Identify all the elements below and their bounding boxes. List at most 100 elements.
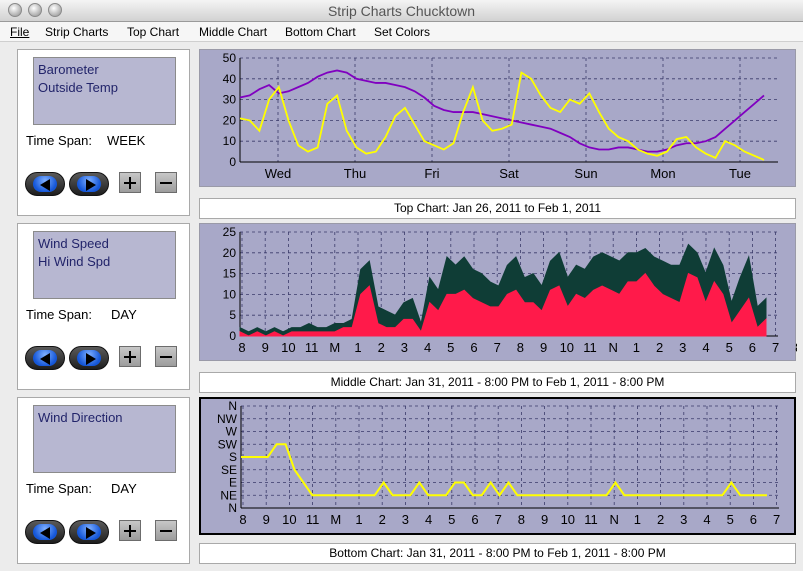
- scroll-forward-button[interactable]: [69, 172, 109, 196]
- x-tick-label: 4: [702, 340, 709, 355]
- series-list[interactable]: Wind Speed Hi Wind Spd: [33, 231, 176, 299]
- x-tick-label: 11: [306, 512, 320, 527]
- y-tick-label: 40: [223, 72, 237, 86]
- y-tick-label: 5: [229, 308, 236, 322]
- minus-icon: [160, 530, 172, 532]
- x-tick-label: 11: [305, 340, 319, 355]
- x-tick-label: 8: [239, 512, 246, 527]
- minimize-window-button[interactable]: [28, 3, 42, 17]
- y-tick-label: SW: [218, 437, 238, 451]
- zoom-out-button[interactable]: [155, 346, 177, 367]
- scroll-back-button[interactable]: [25, 346, 65, 370]
- menu-set-colors[interactable]: Set Colors: [374, 25, 431, 39]
- x-tick-label: Fri: [424, 166, 439, 181]
- x-tick-label: 10: [561, 512, 575, 527]
- y-tick-label: 15: [223, 267, 237, 281]
- close-window-button[interactable]: [8, 3, 22, 17]
- x-tick-label: 10: [281, 340, 295, 355]
- y-tick-label: 0: [229, 329, 236, 343]
- scroll-back-button[interactable]: [25, 172, 65, 196]
- time-span-label: Time Span:: [26, 133, 92, 148]
- arrow-right-icon: [86, 353, 96, 365]
- series-line: [241, 443, 767, 497]
- x-tick-label: 2: [379, 512, 386, 527]
- series-line: [239, 69, 765, 153]
- x-tick-label: 11: [583, 340, 597, 355]
- series-list[interactable]: Wind Direction: [33, 405, 176, 473]
- minus-icon: [160, 356, 172, 358]
- zoom-out-button[interactable]: [155, 520, 177, 541]
- middle-chart-controls: Wind Speed Hi Wind Spd Time Span: DAY: [17, 223, 190, 390]
- plus-icon: [124, 525, 136, 537]
- y-tick-label: NW: [217, 412, 238, 426]
- menu-file[interactable]: File: [10, 25, 30, 39]
- x-tick-label: 9: [540, 340, 547, 355]
- scroll-forward-button[interactable]: [69, 346, 109, 370]
- x-tick-label: 3: [402, 512, 409, 527]
- series-item[interactable]: Wind Direction: [38, 410, 123, 425]
- arrow-left-icon: [40, 179, 50, 191]
- top-chart-plot: 0 10 20 30 40 50 Wed Thu Fri Sat Sun Mon Tue: [223, 51, 778, 181]
- x-tick-label: 5: [448, 512, 455, 527]
- plus-icon: [124, 177, 136, 189]
- y-tick-label: NE: [220, 488, 237, 502]
- x-tick-label: 2: [657, 512, 664, 527]
- x-tick-label: 4: [424, 340, 431, 355]
- x-tick-label: N: [609, 340, 618, 355]
- x-tick-label: N: [610, 512, 619, 527]
- x-tick-label: Mon: [650, 166, 675, 181]
- top-chart-controls: Barometer Outside Temp Time Span: WEEK: [17, 49, 190, 216]
- x-tick-label: 10: [560, 340, 574, 355]
- x-tick-label: Sun: [574, 166, 597, 181]
- y-tick-label: 20: [223, 113, 237, 127]
- window-title: Strip Charts Chucktown: [327, 3, 476, 19]
- top-chart[interactable]: 0 10 20 30 40 50 Wed Thu Fri Sat Sun Mon Tue: [199, 49, 796, 187]
- x-tick-label: 8: [795, 340, 797, 355]
- title-bar[interactable]: Strip Charts Chucktown: [0, 0, 803, 22]
- x-tick-label: 4: [703, 512, 710, 527]
- zoom-in-button[interactable]: [119, 346, 141, 367]
- y-tick-label: N: [228, 501, 237, 515]
- series-item[interactable]: Hi Wind Spd: [38, 254, 111, 269]
- x-tick-label: 6: [471, 512, 478, 527]
- time-span-value: DAY: [111, 307, 137, 322]
- series-item[interactable]: Outside Temp: [38, 80, 118, 95]
- scroll-back-button[interactable]: [25, 520, 65, 544]
- scroll-forward-button[interactable]: [69, 520, 109, 544]
- y-tick-label: S: [229, 450, 237, 464]
- x-tick-label: 9: [541, 512, 548, 527]
- x-tick-label: 2: [656, 340, 663, 355]
- menu-top-chart[interactable]: Top Chart: [127, 25, 180, 39]
- time-span-value: WEEK: [107, 133, 146, 148]
- x-tick-label: 11: [584, 512, 598, 527]
- zoom-in-button[interactable]: [119, 172, 141, 193]
- zoom-in-button[interactable]: [119, 520, 141, 541]
- series-item[interactable]: Wind Speed: [38, 236, 109, 251]
- x-tick-label: 9: [262, 340, 269, 355]
- x-tick-label: 5: [727, 512, 734, 527]
- series-list[interactable]: Barometer Outside Temp: [33, 57, 176, 125]
- y-tick-label: 20: [223, 246, 237, 260]
- x-tick-label: 7: [494, 340, 501, 355]
- zoom-window-button[interactable]: [48, 3, 62, 17]
- series-item[interactable]: Barometer: [38, 62, 99, 77]
- arrow-right-icon: [86, 179, 96, 191]
- y-tick-label: E: [229, 476, 237, 490]
- y-tick-label: 10: [223, 134, 237, 148]
- zoom-out-button[interactable]: [155, 172, 177, 193]
- x-tick-label: 6: [749, 340, 756, 355]
- x-tick-label: 4: [425, 512, 432, 527]
- menu-bottom-chart[interactable]: Bottom Chart: [285, 25, 356, 39]
- bottom-chart[interactable]: N NE E SE S SW W NW N 8 9 10 11 M 1 2 3 4 5 6 7 8 9 10 11 N 1 2 3 4 5 6…: [199, 397, 796, 535]
- middle-chart[interactable]: 0510152025891011M1234567891011N12345678: [199, 223, 797, 361]
- x-tick-label: 10: [282, 512, 296, 527]
- y-tick-label: 30: [223, 93, 237, 107]
- y-tick-label: 25: [223, 225, 237, 239]
- x-tick-label: 8: [517, 340, 524, 355]
- x-tick-label: 1: [633, 340, 640, 355]
- x-tick-label: Tue: [729, 166, 751, 181]
- menu-middle-chart[interactable]: Middle Chart: [199, 25, 268, 39]
- plus-icon: [124, 351, 136, 363]
- menu-strip-charts[interactable]: Strip Charts: [45, 25, 109, 39]
